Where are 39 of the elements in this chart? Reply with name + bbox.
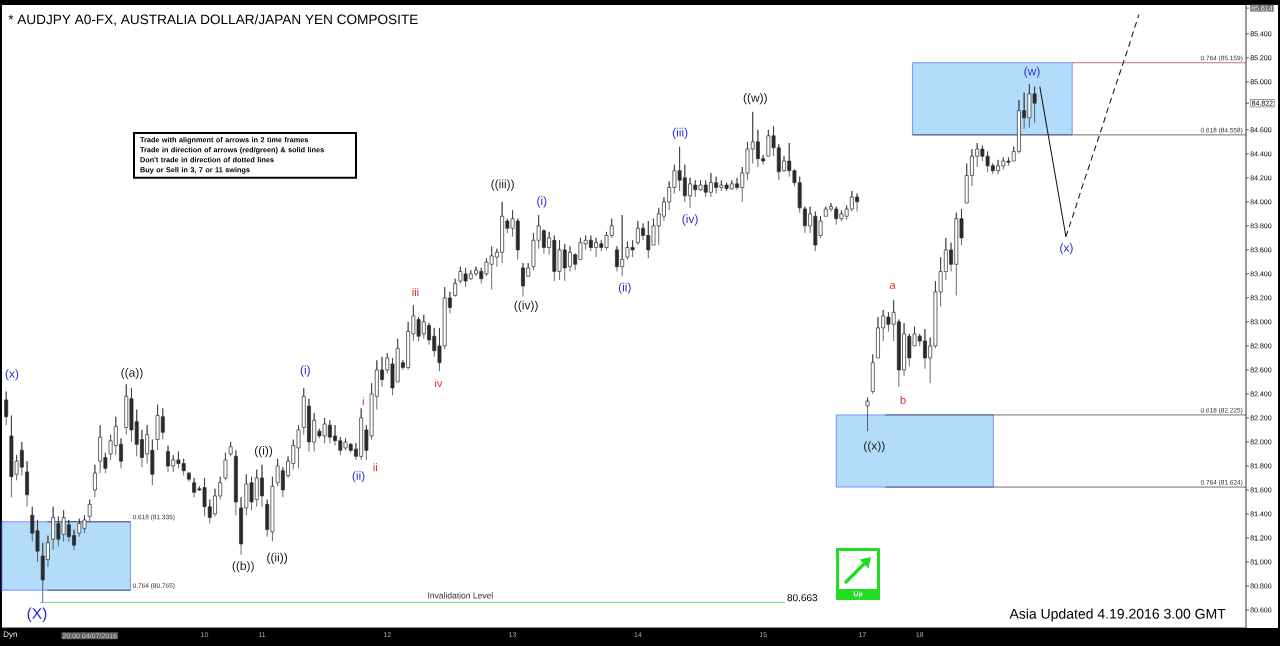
annotation: (ii) xyxy=(618,282,631,294)
annotation: Asia Updated 4.19.2016 3.00 GMT xyxy=(1009,608,1226,622)
text: * AUDJPY A0-FX, AUSTRALIA DOLLAR/JAPAN YEN COMPOSITE xyxy=(8,14,418,26)
candlestick xyxy=(233,449,238,516)
annotation: b xyxy=(900,395,906,404)
annotation: iv xyxy=(435,379,443,388)
annotation: i xyxy=(362,397,364,406)
annotation: 80.663 xyxy=(787,594,818,602)
annotation: ((w)) xyxy=(743,93,767,105)
annotation: ((x)) xyxy=(864,441,885,453)
annotation: (x) xyxy=(5,369,19,381)
candlestick xyxy=(228,441,233,457)
annotation: ((iii)) xyxy=(491,179,514,191)
candlestick xyxy=(93,464,97,498)
ref-line-label: Invalidation Level xyxy=(428,592,493,599)
annotation: (w) xyxy=(1024,66,1040,78)
annotation: ((b)) xyxy=(232,561,254,573)
annotation: a xyxy=(890,282,896,289)
candlestick xyxy=(223,452,228,481)
text: Dyn xyxy=(3,631,17,639)
candlestick xyxy=(4,391,9,426)
annotation: ((ii)) xyxy=(267,552,288,564)
annotation: ((a)) xyxy=(121,367,143,380)
annotation: (x) xyxy=(1060,243,1073,255)
annotation: (iv) xyxy=(682,214,698,226)
annotation: (ii) xyxy=(352,471,365,483)
annotation: (i) xyxy=(537,196,547,208)
candlestick xyxy=(25,460,29,508)
annotation: (iii) xyxy=(672,127,688,140)
candlestick xyxy=(870,353,875,395)
candlestick xyxy=(186,471,191,482)
annotation: (X) xyxy=(27,607,47,623)
annotation: ((iv)) xyxy=(514,300,538,312)
annotation: ii xyxy=(373,463,377,472)
candlestick xyxy=(453,278,458,298)
annotation: iii xyxy=(412,287,419,296)
candlestick xyxy=(865,397,870,432)
annotation: ((i)) xyxy=(254,445,273,458)
annotation: (i) xyxy=(300,365,310,377)
